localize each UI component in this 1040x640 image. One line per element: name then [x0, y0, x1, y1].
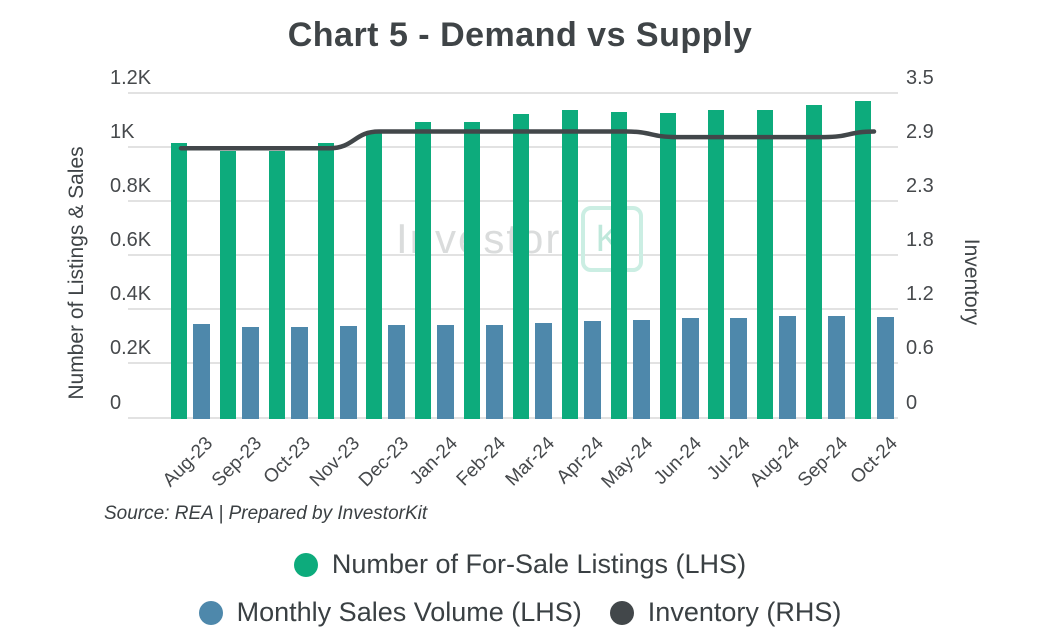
left-axis-tick-label: 1.2K	[110, 66, 152, 89]
right-axis-tick-label: 3.5	[906, 66, 934, 89]
listings-bar	[561, 110, 578, 419]
listings-bar	[855, 100, 872, 419]
sales-bar	[877, 317, 895, 419]
right-axis-tick-label: 1.8	[906, 229, 934, 251]
sales-bar	[828, 315, 846, 419]
x-axis-label: Aug-24	[745, 433, 804, 492]
gridline	[128, 362, 898, 365]
sales-bar	[290, 326, 308, 419]
gridline	[128, 308, 898, 311]
sales-bar	[779, 316, 797, 419]
x-axis-label: Nov-23	[305, 433, 364, 492]
legend-label-inventory: Inventory (RHS)	[647, 597, 842, 627]
right-axis-tick-label: 2.9	[906, 120, 934, 143]
x-axis-label: Oct-23	[259, 433, 316, 489]
sales-bar	[388, 324, 406, 419]
sales-bar	[193, 324, 210, 419]
left-axis-tick-label: 0.8K	[110, 174, 152, 197]
legend-item-sales: Monthly Sales Volume (LHS)	[198, 597, 582, 628]
listings-bar	[708, 110, 725, 419]
gridline	[128, 254, 898, 256]
left-axis-tick-label: 0.4K	[110, 283, 152, 306]
left-axis-tick-label: 1K	[110, 120, 135, 143]
listings-bar	[513, 114, 530, 419]
listings-bar	[317, 142, 334, 419]
x-axis-label: May-24	[597, 433, 658, 493]
listings-legend-dot	[293, 552, 318, 577]
gridline	[128, 199, 898, 202]
sales-bar	[535, 322, 553, 419]
sales-bar	[241, 326, 259, 419]
listings-bar	[464, 122, 481, 419]
left-axis-tick-label: 0.6K	[110, 229, 152, 251]
legend-row-1: Number of For-Sale Listings (LHS)	[0, 549, 1040, 580]
gridline	[128, 416, 898, 419]
source-note: Source: REA | Prepared by InvestorKit	[104, 503, 428, 524]
x-axis-label: Aug-23	[159, 433, 218, 492]
sales-bar	[339, 325, 357, 419]
listings-bar	[219, 150, 236, 419]
right-axis-title: Inventory	[960, 238, 983, 326]
left-axis-tick-label: 0	[110, 391, 122, 414]
listings-bar	[610, 111, 627, 419]
listings-bar	[171, 142, 187, 419]
x-axis-label: Dec-23	[354, 433, 413, 492]
sales-legend-dot	[198, 600, 223, 625]
listings-bar	[268, 150, 285, 419]
legend-row-2: Monthly Sales Volume (LHS) Inventory (RH…	[0, 597, 1040, 628]
listings-bar	[415, 122, 432, 419]
x-axis-label: Jan-24	[405, 433, 462, 489]
legend-label-sales: Monthly Sales Volume (LHS)	[236, 597, 582, 627]
right-axis-tick-label: 0.6	[906, 337, 934, 360]
x-axis-label: Feb-24	[453, 433, 511, 491]
x-axis-label: Sep-24	[794, 433, 853, 492]
legend-item-inventory: Inventory (RHS)	[609, 597, 842, 628]
sales-bar	[486, 324, 504, 419]
listings-bar	[806, 104, 823, 419]
left-axis-tick-label: 0.2K	[110, 337, 152, 360]
legend-item-listings: Number of For-Sale Listings (LHS)	[293, 549, 747, 580]
right-axis-tick-label: 2.3	[906, 174, 934, 197]
x-axis-label: Mar-24	[501, 433, 560, 491]
right-axis-tick-label: 1.2	[906, 283, 934, 306]
listings-bar	[757, 110, 774, 419]
x-axis-label: Jun-24	[650, 433, 706, 489]
x-axis-label: Sep-23	[208, 433, 267, 492]
listings-bar	[366, 130, 383, 419]
left-axis-title: Number of Listings & Sales	[65, 146, 88, 400]
chart-title: Chart 5 - Demand vs Supply	[287, 16, 753, 54]
sales-bar	[632, 319, 650, 419]
x-axis-label: Oct-24	[846, 433, 902, 489]
sales-bar	[437, 324, 455, 419]
sales-bar	[583, 320, 601, 419]
gridline	[128, 91, 898, 94]
sales-bar	[730, 317, 748, 419]
listings-bar	[659, 112, 676, 419]
legend-label-listings: Number of For-Sale Listings (LHS)	[331, 549, 747, 579]
sales-bar	[681, 317, 699, 419]
inventory-legend-dot	[609, 600, 634, 625]
right-axis-tick-label: 0	[906, 391, 918, 414]
